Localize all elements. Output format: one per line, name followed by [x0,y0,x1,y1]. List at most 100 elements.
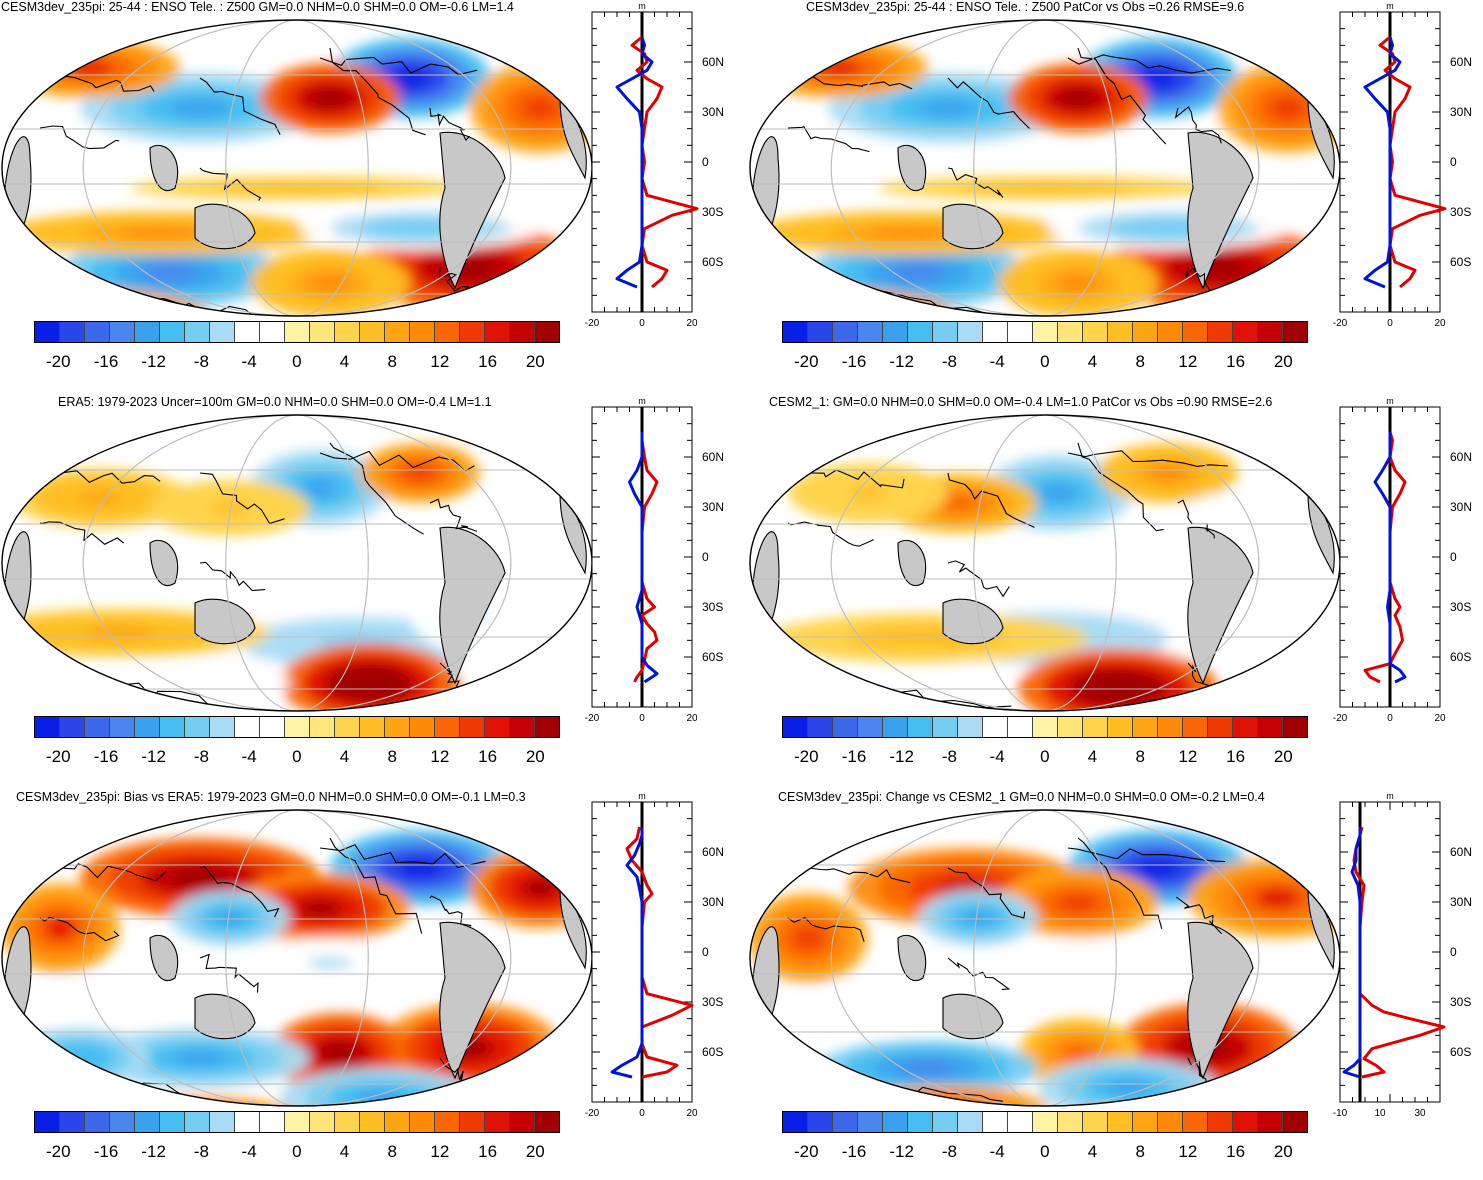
land-mass [149,145,179,191]
panel-title: ERA5: 1979-2023 Uncer=100m GM=0.0 NHM=0.… [58,395,492,409]
x-tick-label: 20 [1434,713,1446,724]
colorbar-tick-label: -4 [241,1142,257,1161]
colorbar-tick-label: 0 [1040,352,1050,371]
latitude-tick-label: 0 [702,550,709,564]
colorbar-swatch [933,1112,958,1132]
coastline [39,125,120,150]
x-tick-label: 0 [639,318,645,329]
colorbar-tick-label: -20 [46,747,71,766]
colorbar-tick-label: -8 [941,1142,957,1161]
colorbar-swatch [360,322,385,342]
colorbar-swatch [385,322,410,342]
coastline [807,469,905,489]
coastline [199,77,281,135]
colorbar-swatch [1058,322,1083,342]
colorbar-swatch [858,322,883,342]
land-mass [942,598,1004,645]
coastline [199,865,280,918]
colorbar-swatch [135,322,160,342]
anomaly-contour [763,303,893,316]
colorbar-swatch [235,1112,260,1132]
coastline [329,837,423,934]
anomaly-contour [215,911,245,925]
colorbar-swatch [260,1112,285,1132]
colorbar-labels: -20 -16 -12 -8 -4 0 4 8 12 16 20 [782,747,1306,769]
anomaly-contour [1255,888,1301,908]
anomaly-contour [938,495,978,511]
coastline [947,472,1035,528]
anomaly-contour [1063,1044,1093,1062]
colorbar-tick-label: 16 [478,352,498,371]
colorbar-tick-label: -12 [141,747,166,766]
colorbar [782,716,1308,738]
colorbar-swatch [460,717,485,737]
colorbar-swatch [260,717,285,737]
colorbar-swatch [110,717,135,737]
x-tick-label: -20 [585,318,600,329]
coastline [199,472,285,525]
colorbar-swatch [185,322,210,342]
colorbar-swatch [35,717,60,737]
colorbar-labels: -20 -16 -12 -8 -4 0 4 8 12 16 20 [34,747,558,769]
anomaly-contour [15,303,145,316]
colorbar-swatch [160,717,185,737]
anomaly-contour [405,465,435,481]
colorbar-swatch [535,1112,559,1132]
colorbar-swatch [933,717,958,737]
units-label: m [638,791,646,801]
colorbar-swatch [1258,717,1283,737]
coastline [1067,54,1231,74]
latitude-tick-label: 0 [702,155,709,169]
colorbar-swatch [460,1112,485,1132]
colorbar-tick-label: -12 [889,1142,914,1161]
graticule-longitude [82,810,512,1106]
colorbar-tick-label: -12 [889,352,914,371]
coastline [1077,47,1167,145]
colorbar-swatch [783,1112,808,1132]
graticule-longitude [225,810,369,1106]
colorbar-swatch [1083,717,1108,737]
colorbar-labels: -20 -16 -12 -8 -4 0 4 8 12 16 20 [34,352,558,374]
colorbar-tick-label: 20 [525,352,545,371]
colorbar-swatch [883,1112,908,1132]
colorbar-tick-label: -8 [193,1142,209,1161]
coastline [429,498,478,532]
anomaly-contour [172,1050,228,1066]
anomaly-contour [310,274,350,292]
colorbar-tick-label: 16 [478,747,498,766]
coastline [1175,896,1222,935]
zonal-mean-line [1373,432,1407,684]
anomaly-contour [525,655,555,671]
colorbar-tick-label: -20 [46,1142,71,1161]
colorbar-swatch [185,1112,210,1132]
latitude-tick-label: 0 [1450,550,1457,564]
coastline [947,957,1011,991]
coastline [199,953,259,993]
zonal-mean-plot: m 60N 30N 0 30S 60S -20 0 20 [585,791,724,1119]
colorbar-swatch [235,717,260,737]
graticule-longitude [82,415,512,711]
colorbar-tick-label: -12 [141,352,166,371]
coastline [439,1057,477,1094]
graticule-longitude [830,415,1260,711]
colorbar-swatch [1183,1112,1208,1132]
land-mass [1187,921,1254,1080]
land-mass [149,540,179,586]
colorbar-swatch [1258,322,1283,342]
x-tick-label: 20 [686,1108,698,1119]
colorbar-swatch [35,1112,60,1132]
anomaly-contour [170,99,230,117]
colorbar-swatch [908,1112,933,1132]
latitude-tick-label: 60S [1450,1045,1471,1059]
coastline [947,167,1004,198]
coastline [807,76,913,90]
anomaly-contour [522,878,558,898]
latitude-tick-label: 30N [1450,895,1472,909]
anomaly-contour [322,1043,358,1063]
graticule-longitude [830,810,1260,1106]
colorbar-tick-label: 4 [339,747,350,766]
colorbar-swatch [1208,1112,1233,1132]
colorbar-swatch [983,322,1008,342]
colorbar-swatch [858,717,883,737]
colorbar-tick-label: -16 [93,1142,119,1161]
